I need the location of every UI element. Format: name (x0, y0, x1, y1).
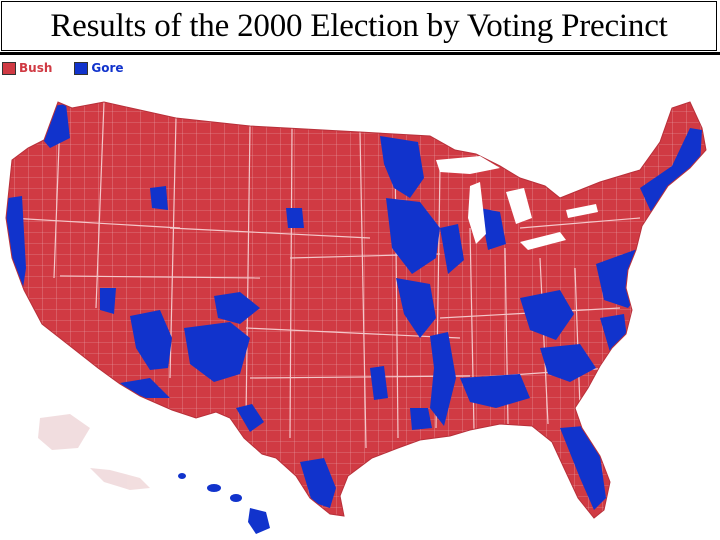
gore-ohio-valley (520, 290, 574, 340)
page-title: Results of the 2000 Election by Voting P… (50, 7, 668, 44)
gore-dakota-tribal (286, 208, 304, 228)
legend-label-gore: Gore (91, 61, 124, 75)
gore-new-mexico (184, 322, 250, 382)
legend-item-gore: Gore (74, 61, 124, 75)
map-legend: Bush Gore (2, 60, 146, 76)
lake-ontario (566, 204, 598, 218)
legend-swatch-gore (74, 61, 89, 75)
title-box: Results of the 2000 Election by Voting P… (1, 1, 717, 51)
lake-michigan (468, 182, 486, 244)
gore-upper-mississippi (386, 198, 440, 274)
us-outline (5, 101, 707, 519)
title-divider (0, 52, 720, 55)
gore-illinois (396, 278, 436, 338)
gore-minnesota-north (380, 136, 424, 198)
gore-new-england (640, 128, 702, 214)
gore-arkansas (370, 366, 388, 400)
gore-bay-area (14, 304, 34, 348)
lake-superior (436, 156, 500, 174)
hawaii-inset (178, 473, 270, 534)
alaska-inset (38, 414, 150, 490)
gore-pacific-coast (6, 196, 26, 308)
gore-nevada (100, 288, 116, 314)
gore-counties (6, 104, 702, 510)
great-lakes (436, 156, 598, 250)
gore-colorado (214, 292, 260, 324)
gore-black-belt (460, 374, 530, 408)
gore-arizona-tribal (130, 310, 172, 370)
legend-swatch-bush (2, 61, 16, 75)
election-map (0, 78, 720, 540)
gore-wisconsin (440, 224, 464, 274)
gore-south-texas (300, 458, 336, 508)
legend-item-bush: Bush (2, 61, 52, 75)
lake-erie (520, 232, 566, 250)
gore-michigan (480, 208, 506, 250)
gore-mississippi-delta (430, 332, 456, 426)
gore-louisiana (410, 408, 432, 430)
gore-rio-grande (236, 404, 264, 432)
gore-montana (150, 186, 168, 210)
lake-huron (506, 188, 532, 224)
gore-carolina (540, 344, 596, 382)
us-map-svg (5, 101, 707, 534)
legend-label-bush: Bush (19, 61, 53, 75)
gore-southern-california (120, 378, 170, 398)
